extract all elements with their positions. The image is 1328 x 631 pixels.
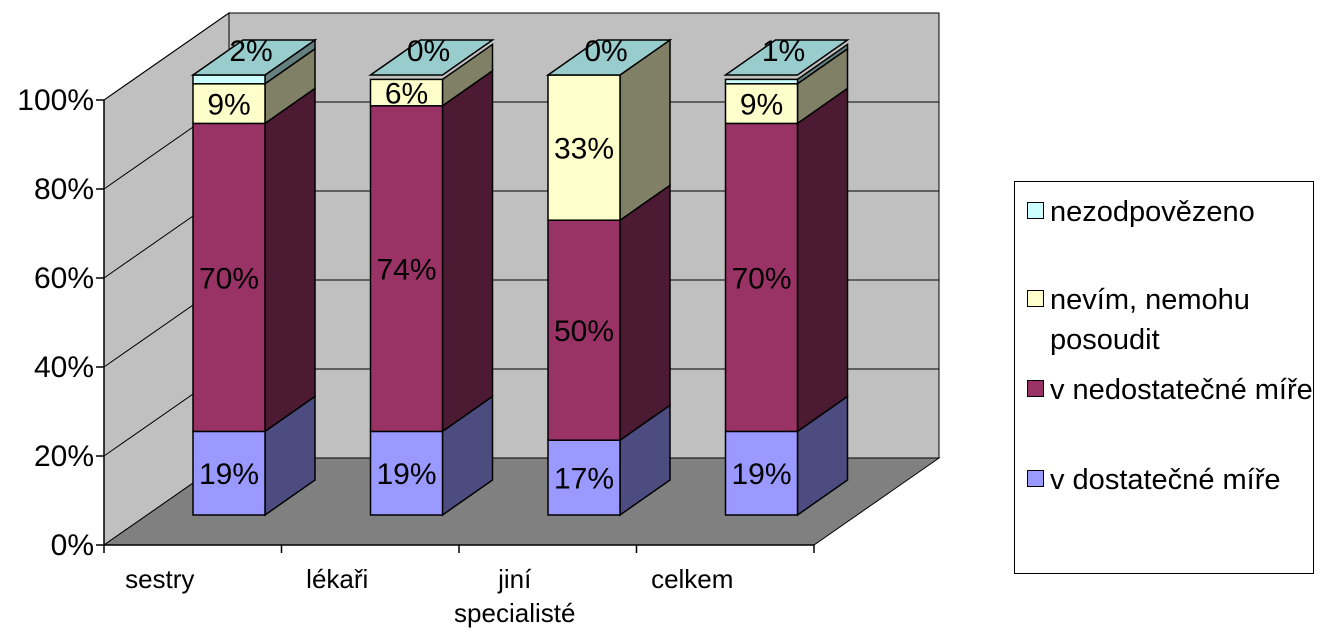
bar-top	[545, 39, 673, 76]
data-label: 74%	[376, 254, 436, 287]
y-tick-label: 80%	[34, 173, 94, 206]
gridline	[103, 12, 939, 101]
data-label: 0%	[407, 35, 450, 68]
data-label: 9%	[207, 89, 250, 122]
legend-label: nezodpovězeno	[1050, 196, 1255, 228]
y-tick-label: 40%	[34, 351, 94, 384]
x-category-label: celkem	[651, 564, 733, 594]
bar-segment	[724, 122, 799, 433]
bar-segment	[192, 74, 266, 85]
bar-segment	[547, 219, 621, 441]
legend-swatch	[1027, 290, 1044, 307]
data-labels: 19% 70% 9% 2% 19% 74% 6% 0% 17% 50% 33% 0% 19% 70% 9% 1…	[199, 35, 805, 496]
data-label: 70%	[199, 262, 259, 295]
y-tick-label: 0%	[51, 529, 94, 562]
data-label: 17%	[554, 463, 614, 496]
data-label: 0%	[584, 35, 627, 68]
x-category-label: sestry	[125, 564, 194, 594]
bar-top	[723, 39, 850, 76]
bar-side	[264, 86, 316, 433]
x-category-label: jiní	[497, 564, 532, 594]
bar-segment	[724, 430, 799, 516]
legend-label: v dostatečné míře	[1050, 464, 1281, 496]
bar-top	[368, 39, 495, 76]
data-label: 19%	[199, 458, 259, 491]
bar-segment	[547, 439, 621, 516]
bar-segment	[724, 83, 799, 125]
legend-label: nevím, nemohu posoudit	[1050, 284, 1250, 356]
data-label: 70%	[731, 262, 791, 295]
x-category-label: specialisté	[454, 598, 575, 628]
y-tick-label: 100%	[17, 84, 94, 117]
legend-item-v-dostatecne-mire: v dostatečné míře	[1027, 460, 1316, 500]
legend-swatch	[1027, 470, 1044, 487]
legend: nezodpovězeno nevím, nemohu posoudit v n…	[1014, 181, 1314, 574]
bar-side	[441, 69, 494, 433]
bar-top	[190, 39, 318, 76]
axes: 0% 20% 40% 60% 80% 100% sestry lékaři jiní specia…	[17, 84, 815, 628]
bar-side	[796, 86, 849, 433]
y-tick-label: 20%	[34, 440, 94, 473]
data-label: 50%	[554, 315, 614, 348]
bar-segment	[369, 105, 444, 433]
bar-segment	[724, 78, 799, 85]
bar-segment	[547, 74, 621, 221]
bars	[190, 38, 850, 517]
x-category-label: lékaři	[306, 564, 368, 594]
legend-item-nevim: nevím, nemohu posoudit	[1027, 280, 1316, 360]
bar-segment	[192, 430, 266, 516]
bar-segment	[192, 83, 266, 125]
legend-swatch	[1027, 380, 1044, 397]
legend-swatch	[1027, 202, 1044, 219]
data-label: 1%	[762, 35, 805, 68]
bar-segment	[369, 430, 444, 516]
data-label: 6%	[385, 78, 428, 111]
data-label: 33%	[554, 133, 614, 166]
data-label: 2%	[229, 35, 272, 68]
data-label: 19%	[731, 458, 791, 491]
bar-segment	[369, 78, 444, 107]
bar-side	[619, 183, 671, 442]
legend-item-v-nedostatecne-mire: v nedostatečné míře	[1027, 370, 1316, 410]
legend-label: v nedostatečné míře	[1050, 374, 1313, 406]
data-label: 9%	[740, 89, 783, 122]
legend-item-nezodpovezeno: nezodpovězeno	[1027, 192, 1316, 232]
y-tick-label: 60%	[34, 262, 94, 295]
data-label: 19%	[376, 458, 436, 491]
